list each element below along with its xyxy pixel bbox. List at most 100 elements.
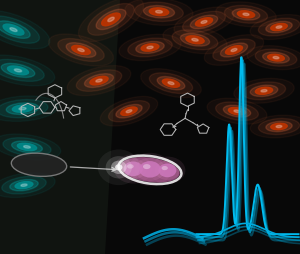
Ellipse shape bbox=[183, 12, 225, 34]
Ellipse shape bbox=[0, 97, 58, 122]
Ellipse shape bbox=[168, 82, 174, 85]
Ellipse shape bbox=[124, 162, 143, 177]
Ellipse shape bbox=[232, 10, 260, 21]
Ellipse shape bbox=[242, 83, 286, 100]
Ellipse shape bbox=[143, 7, 175, 19]
Ellipse shape bbox=[126, 110, 132, 113]
Ellipse shape bbox=[90, 77, 108, 86]
Ellipse shape bbox=[149, 9, 169, 17]
Ellipse shape bbox=[127, 165, 134, 169]
Ellipse shape bbox=[135, 3, 183, 22]
Ellipse shape bbox=[226, 46, 242, 55]
Ellipse shape bbox=[190, 16, 218, 30]
Ellipse shape bbox=[186, 37, 204, 45]
Ellipse shape bbox=[180, 34, 210, 47]
Ellipse shape bbox=[14, 70, 22, 73]
Ellipse shape bbox=[3, 138, 51, 156]
Ellipse shape bbox=[0, 17, 40, 44]
Ellipse shape bbox=[204, 36, 264, 66]
Ellipse shape bbox=[128, 39, 172, 58]
Ellipse shape bbox=[155, 161, 180, 180]
Ellipse shape bbox=[88, 5, 134, 36]
Ellipse shape bbox=[234, 110, 240, 113]
Ellipse shape bbox=[158, 164, 176, 178]
Ellipse shape bbox=[141, 69, 201, 98]
Ellipse shape bbox=[98, 150, 140, 185]
Ellipse shape bbox=[261, 90, 267, 93]
Ellipse shape bbox=[174, 8, 234, 38]
Ellipse shape bbox=[106, 156, 132, 179]
Ellipse shape bbox=[17, 144, 37, 151]
Ellipse shape bbox=[67, 66, 131, 96]
Ellipse shape bbox=[72, 46, 90, 55]
Ellipse shape bbox=[149, 157, 185, 184]
Ellipse shape bbox=[116, 105, 142, 119]
Ellipse shape bbox=[255, 88, 273, 95]
Ellipse shape bbox=[266, 22, 292, 34]
Ellipse shape bbox=[78, 49, 84, 52]
Ellipse shape bbox=[119, 35, 181, 61]
Polygon shape bbox=[0, 0, 120, 254]
Ellipse shape bbox=[120, 157, 180, 183]
Ellipse shape bbox=[223, 106, 251, 118]
Ellipse shape bbox=[58, 39, 104, 62]
Ellipse shape bbox=[1, 64, 35, 78]
Ellipse shape bbox=[21, 184, 27, 187]
Ellipse shape bbox=[0, 173, 55, 198]
Ellipse shape bbox=[263, 53, 289, 64]
Ellipse shape bbox=[108, 18, 114, 23]
Ellipse shape bbox=[96, 80, 102, 83]
Ellipse shape bbox=[276, 27, 282, 29]
Ellipse shape bbox=[258, 119, 300, 135]
Ellipse shape bbox=[266, 122, 292, 132]
Ellipse shape bbox=[125, 0, 193, 26]
Ellipse shape bbox=[12, 154, 66, 176]
Ellipse shape bbox=[66, 43, 96, 58]
Ellipse shape bbox=[162, 166, 168, 170]
Ellipse shape bbox=[143, 164, 151, 169]
Ellipse shape bbox=[135, 158, 165, 181]
Ellipse shape bbox=[0, 134, 61, 160]
Ellipse shape bbox=[276, 126, 282, 128]
Ellipse shape bbox=[231, 49, 237, 52]
Ellipse shape bbox=[10, 28, 17, 33]
Ellipse shape bbox=[224, 6, 268, 24]
Ellipse shape bbox=[49, 35, 113, 67]
Ellipse shape bbox=[0, 11, 50, 50]
Ellipse shape bbox=[162, 80, 180, 88]
Ellipse shape bbox=[76, 71, 122, 92]
Ellipse shape bbox=[250, 86, 278, 97]
Ellipse shape bbox=[109, 101, 149, 122]
Ellipse shape bbox=[216, 3, 276, 28]
Ellipse shape bbox=[8, 67, 29, 75]
Ellipse shape bbox=[128, 153, 172, 186]
Ellipse shape bbox=[0, 60, 44, 82]
Ellipse shape bbox=[100, 97, 158, 126]
Ellipse shape bbox=[15, 182, 33, 189]
Ellipse shape bbox=[268, 55, 284, 62]
Ellipse shape bbox=[0, 100, 48, 118]
Ellipse shape bbox=[147, 47, 153, 50]
Ellipse shape bbox=[85, 74, 113, 88]
Ellipse shape bbox=[2, 177, 46, 194]
Ellipse shape bbox=[96, 10, 126, 30]
Ellipse shape bbox=[111, 161, 127, 174]
Ellipse shape bbox=[24, 146, 30, 149]
Ellipse shape bbox=[149, 73, 193, 94]
Ellipse shape bbox=[243, 14, 249, 17]
Ellipse shape bbox=[115, 165, 122, 171]
Ellipse shape bbox=[136, 42, 164, 54]
Ellipse shape bbox=[102, 14, 120, 27]
Ellipse shape bbox=[220, 44, 248, 58]
Ellipse shape bbox=[156, 11, 162, 14]
Ellipse shape bbox=[12, 106, 33, 113]
Ellipse shape bbox=[237, 12, 255, 19]
Ellipse shape bbox=[3, 25, 24, 36]
Ellipse shape bbox=[157, 77, 185, 90]
Ellipse shape bbox=[213, 40, 255, 62]
Ellipse shape bbox=[271, 24, 287, 31]
Ellipse shape bbox=[139, 162, 161, 178]
Ellipse shape bbox=[10, 180, 38, 191]
Ellipse shape bbox=[247, 46, 300, 70]
Ellipse shape bbox=[273, 57, 279, 60]
